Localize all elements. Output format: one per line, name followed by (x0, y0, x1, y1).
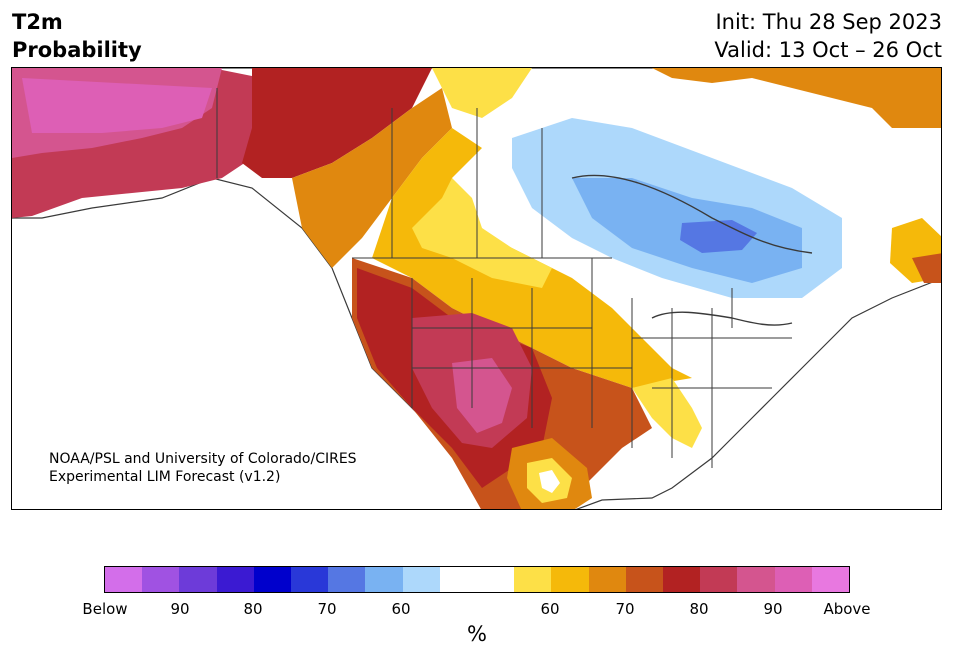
colorbar-segment (737, 567, 775, 592)
mexico-white (539, 470, 560, 493)
arctic-yellow (432, 68, 532, 118)
colorbar-segment (291, 567, 329, 592)
probability-colorbar (104, 566, 850, 593)
credit-line-1: NOAA/PSL and University of Colorado/CIRE… (49, 451, 357, 467)
colorbar-tick-label: 80 (243, 600, 263, 618)
southwest-peak (452, 358, 512, 433)
map-title: T2m Probability (12, 8, 142, 64)
colorbar-segment (328, 567, 366, 592)
central-canada-deep-blue (680, 220, 757, 253)
init-date: Init: Thu 28 Sep 2023 (715, 10, 942, 34)
colorbar-segment (774, 567, 812, 592)
nw-canada-red (242, 68, 432, 178)
colorbar-segment (402, 567, 440, 592)
title-line-2: Probability (12, 38, 142, 62)
credit-line-2: Experimental LIM Forecast (v1.2) (49, 469, 281, 485)
labrador-orange (912, 253, 941, 283)
canada-light-yellow (412, 178, 552, 288)
nw-canada-orange (292, 88, 452, 268)
forecast-credit: NOAA/PSL and University of Colorado/CIRE… (49, 450, 357, 486)
colorbar-segment (179, 567, 217, 592)
colorbar-tick-label: 70 (615, 600, 635, 618)
map-canvas (12, 68, 941, 509)
colorbar-segment (625, 567, 664, 592)
colorbar-segment (365, 567, 403, 592)
colorbar-tick-label: Above (823, 600, 871, 618)
colorbar-segment (253, 567, 292, 592)
colorbar-segment (551, 567, 589, 592)
colorbar-unit-label: % (467, 622, 487, 646)
colorbar-segment (477, 567, 515, 592)
forecast-dates: Init: Thu 28 Sep 2023 Valid: 13 Oct – 26… (714, 8, 942, 64)
colorbar-segment (663, 567, 701, 592)
colorbar-tick-label: Below (82, 600, 128, 618)
southeast-yellow (632, 378, 702, 448)
arctic-orange (652, 68, 941, 128)
colorbar-tick-label: 90 (170, 600, 190, 618)
colorbar-segment (811, 567, 850, 592)
colorbar-segment (216, 567, 254, 592)
colorbar-segment (514, 567, 552, 592)
valid-range: Valid: 13 Oct – 26 Oct (714, 38, 942, 62)
title-line-1: T2m (12, 10, 63, 34)
colorbar-tick-label: 60 (391, 600, 411, 618)
colorbar-segment (439, 567, 478, 592)
alaska-peak-region (22, 78, 212, 133)
colorbar-tick-label: 60 (540, 600, 560, 618)
probability-map (11, 67, 942, 510)
colorbar-segment (105, 567, 143, 592)
colorbar-tick-label: 90 (763, 600, 783, 618)
colorbar-segment (588, 567, 626, 592)
colorbar-segment (700, 567, 738, 592)
colorbar-tick-label: 70 (317, 600, 337, 618)
colorbar-tick-label: 80 (689, 600, 709, 618)
colorbar-segment (142, 567, 180, 592)
